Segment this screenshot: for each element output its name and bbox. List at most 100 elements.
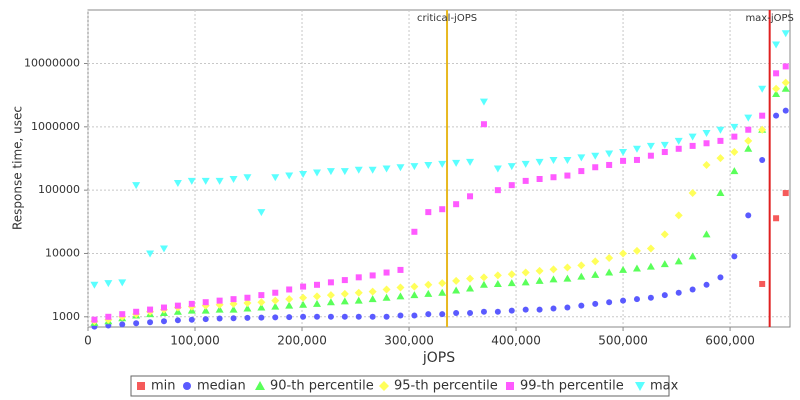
y-tick-label: 10000	[45, 246, 80, 259]
data-point	[244, 314, 251, 321]
data-point	[147, 306, 154, 313]
data-point	[675, 289, 682, 296]
data-point	[717, 274, 724, 281]
data-point	[661, 149, 668, 156]
data-point	[438, 160, 447, 168]
data-point	[730, 148, 739, 157]
data-point	[563, 274, 572, 282]
data-point	[410, 163, 419, 171]
data-point	[744, 114, 753, 122]
data-point	[453, 309, 460, 316]
legend-label: max	[650, 379, 679, 394]
data-point	[759, 280, 766, 287]
data-point	[689, 286, 696, 293]
y-tick-label: 1000	[52, 310, 80, 323]
data-point	[118, 279, 127, 287]
data-point	[382, 285, 391, 294]
data-point	[467, 193, 474, 200]
data-point	[632, 246, 641, 255]
data-point	[453, 201, 460, 208]
data-point	[773, 112, 780, 119]
data-point	[439, 311, 446, 318]
data-point	[578, 302, 585, 309]
data-point	[564, 304, 571, 311]
data-point	[424, 280, 433, 289]
data-point	[341, 277, 348, 284]
data-point	[745, 212, 752, 219]
data-point	[285, 172, 294, 180]
data-point	[438, 288, 447, 296]
data-point	[257, 209, 266, 217]
data-point	[272, 289, 279, 296]
data-point	[782, 63, 789, 70]
data-point	[619, 265, 628, 273]
data-point	[493, 165, 502, 173]
data-point	[703, 140, 710, 147]
data-point	[772, 41, 781, 49]
data-point	[493, 271, 502, 280]
data-point	[174, 302, 181, 309]
data-point	[577, 154, 586, 162]
data-point	[271, 296, 280, 305]
data-point	[397, 312, 404, 319]
data-point	[479, 98, 488, 106]
data-point	[314, 313, 321, 320]
data-point	[354, 166, 363, 174]
data-point	[745, 126, 752, 133]
data-point	[716, 189, 725, 197]
data-point	[216, 315, 223, 322]
data-point	[257, 298, 266, 307]
data-point	[326, 298, 335, 306]
data-point	[327, 279, 334, 286]
data-point	[550, 305, 557, 312]
data-point	[592, 300, 599, 307]
data-point	[424, 289, 433, 297]
data-point	[591, 152, 600, 160]
x-axis-label: jOPS	[422, 350, 455, 366]
data-point	[758, 85, 767, 93]
data-point	[327, 313, 334, 320]
data-point	[188, 316, 195, 323]
y-tick-label: 10000000	[24, 57, 80, 70]
data-point	[660, 230, 669, 239]
data-point	[606, 299, 613, 306]
data-point	[438, 279, 447, 288]
data-point	[674, 211, 683, 220]
data-point	[299, 170, 308, 178]
data-point	[744, 136, 753, 145]
data-point	[452, 276, 461, 285]
data-point	[160, 304, 167, 311]
data-point	[229, 305, 238, 313]
legend-marker	[506, 382, 514, 390]
data-point	[772, 90, 781, 98]
data-point	[758, 125, 767, 134]
data-point	[187, 177, 196, 185]
data-point	[647, 294, 654, 301]
data-point	[661, 292, 668, 299]
data-point	[258, 314, 265, 321]
data-point	[202, 299, 209, 306]
data-point	[535, 266, 544, 275]
data-point	[368, 166, 377, 174]
data-point	[620, 157, 627, 164]
data-point	[258, 292, 265, 299]
data-point	[215, 305, 224, 313]
data-point	[716, 126, 725, 134]
data-point	[341, 313, 348, 320]
data-point	[773, 215, 780, 222]
data-point	[229, 176, 238, 184]
data-point	[340, 289, 349, 298]
data-point	[425, 209, 432, 216]
data-point	[425, 311, 432, 318]
data-point	[702, 230, 711, 238]
data-point	[466, 158, 475, 166]
data-point	[702, 160, 711, 169]
data-point	[272, 314, 279, 321]
data-point	[605, 253, 614, 262]
data-point	[730, 123, 739, 131]
y-axis-label: Response time, usec	[11, 106, 25, 230]
data-point	[466, 274, 475, 283]
data-point	[507, 270, 516, 279]
data-point	[577, 261, 586, 270]
data-point	[646, 142, 655, 150]
